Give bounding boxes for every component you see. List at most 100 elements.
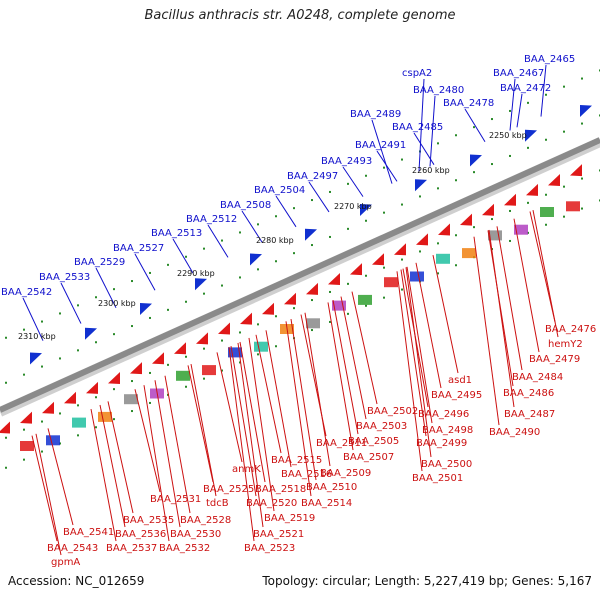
feature-block <box>514 224 528 235</box>
tick-dot-inner-rev <box>509 209 511 212</box>
reverse-leader <box>237 342 264 528</box>
reverse-gene-label: BAA_2535 <box>123 515 174 526</box>
tick-dot-outer-rev <box>77 434 79 437</box>
tick-dot-inner-fwd <box>275 260 277 263</box>
tick-dot-outer <box>563 85 565 88</box>
forward-leader <box>60 282 82 324</box>
tick-dot-inner-rev <box>365 274 367 277</box>
tick-dot-outer <box>257 223 259 226</box>
reverse-gene-arrow <box>306 282 318 295</box>
forward-gene-label: BAA_2512 <box>186 214 237 225</box>
tick-dot-inner-rev <box>527 201 529 204</box>
reverse-gene-label: BAA_2496 <box>418 409 469 420</box>
forward-leader <box>342 166 364 197</box>
reverse-leader <box>265 330 292 468</box>
reverse-gene-label: BAA_2521 <box>253 529 304 540</box>
reverse-gene-label: hemY2 <box>548 339 583 350</box>
tick-dot-outer-rev <box>347 312 349 315</box>
reverse-gene-arrow <box>20 411 32 424</box>
genome-title: Bacillus anthracis str. A0248, complete … <box>144 8 456 23</box>
forward-leader <box>308 181 330 213</box>
reverse-gene-arrow <box>130 362 142 375</box>
feature-block <box>228 347 242 358</box>
reverse-leader <box>415 262 442 389</box>
forward-gene-label: BAA_2491 <box>355 140 406 151</box>
forward-leader <box>134 253 156 291</box>
reverse-gene-label: BAA_2503 <box>356 421 407 432</box>
tick-dot-outer <box>167 263 169 266</box>
forward-gene-label: BAA_2513 <box>151 228 202 239</box>
reverse-gene-label: BAA_2495 <box>431 390 482 401</box>
tick-dot-inner-fwd <box>293 252 295 255</box>
tick-dot-outer-rev <box>275 345 277 348</box>
tick-dot-inner-rev <box>257 323 259 326</box>
tick-dot-outer-rev <box>149 401 151 404</box>
tick-dot-outer <box>311 199 313 202</box>
gene-labels: BAA_2465 BAA_2467 cspA2 BAA_2472 BAA_2480 BAA… <box>1 54 596 568</box>
feature-block <box>540 207 554 217</box>
reverse-leader <box>396 271 423 472</box>
tick-dot-outer-rev <box>239 361 241 364</box>
forward-gene-arrow <box>360 204 372 216</box>
tick-dot-inner-fwd <box>419 195 421 198</box>
reverse-leader <box>285 321 312 497</box>
reverse-leader <box>290 318 317 481</box>
reverse-leader <box>239 341 266 483</box>
tick-dot-inner-rev <box>545 193 547 196</box>
tick-dot-inner-rev <box>5 436 7 439</box>
tick-dot-inner-fwd <box>23 373 25 376</box>
tick-dot-outer <box>185 255 187 258</box>
tick-dot-outer <box>581 77 583 80</box>
reverse-gene-arrow <box>570 164 582 177</box>
tick-dot-outer-rev <box>41 450 43 453</box>
reverse-gene-arrow <box>394 243 406 256</box>
reverse-leader <box>187 365 214 483</box>
forward-gene-label: BAA_2529 <box>74 257 125 268</box>
kbp-marker: 2300 kbp <box>98 299 136 308</box>
tick-dot-inner-rev <box>383 266 385 269</box>
tick-dot-inner-fwd <box>113 333 115 336</box>
tick-dot-inner-fwd <box>41 365 43 368</box>
tick-dot-inner-fwd <box>401 203 403 206</box>
forward-gene-label: BAA_2485 <box>392 122 443 133</box>
reverse-gene-arrow <box>350 263 362 276</box>
reverse-gene-label: BAA_2498 <box>422 425 473 436</box>
reverse-gene-label: BAA_2537 <box>106 543 157 554</box>
reverse-gene-label: BAA_2479 <box>529 354 580 365</box>
tick-dot-outer-rev <box>563 215 565 218</box>
accession-text: Accession: NC_012659 <box>8 574 145 588</box>
tick-dot-outer-rev <box>437 272 439 275</box>
feature-block <box>384 277 398 288</box>
reverse-gene-arrow <box>416 233 428 246</box>
tick-dot-outer-rev <box>545 223 547 226</box>
reverse-leader <box>255 334 282 454</box>
tick-dot-inner-rev <box>95 396 97 399</box>
feature-block <box>72 417 86 428</box>
reverse-gene-arrow <box>372 253 384 266</box>
tick-dot-outer <box>401 158 403 161</box>
reverse-gene-label: BAA_2528 <box>180 515 231 526</box>
tick-dot-outer-rev <box>401 288 403 291</box>
tick-dot-inner-fwd <box>239 276 241 279</box>
tick-dot-inner-fwd <box>527 146 529 149</box>
reverse-gene-arrow <box>526 183 538 196</box>
forward-gene-arrow <box>415 179 427 192</box>
tick-dot-inner-rev <box>59 412 61 415</box>
genome-summary: Topology: circular; Length: 5,227,419 bp… <box>262 574 592 588</box>
reverse-gene-label: BAA_2532 <box>159 543 210 554</box>
tick-dot-outer <box>59 312 61 315</box>
tick-dot-inner-rev <box>437 242 439 245</box>
reverse-gene-label: BAA_2510 <box>306 482 357 493</box>
backbone-line <box>0 137 600 413</box>
feature-block <box>176 370 190 381</box>
kbp-marker: 2280 kbp <box>256 236 294 245</box>
tick-dot-inner-fwd <box>581 122 583 125</box>
tick-dot-inner-fwd <box>77 349 79 352</box>
feature-block <box>98 411 112 422</box>
tick-dot-outer <box>473 126 475 129</box>
tick-dot-outer <box>491 118 493 121</box>
tick-dot-inner-fwd <box>473 171 475 174</box>
reverse-gene-label: BAA_2511 <box>316 438 367 449</box>
reverse-gene-label: BAA_2525 <box>203 484 254 495</box>
